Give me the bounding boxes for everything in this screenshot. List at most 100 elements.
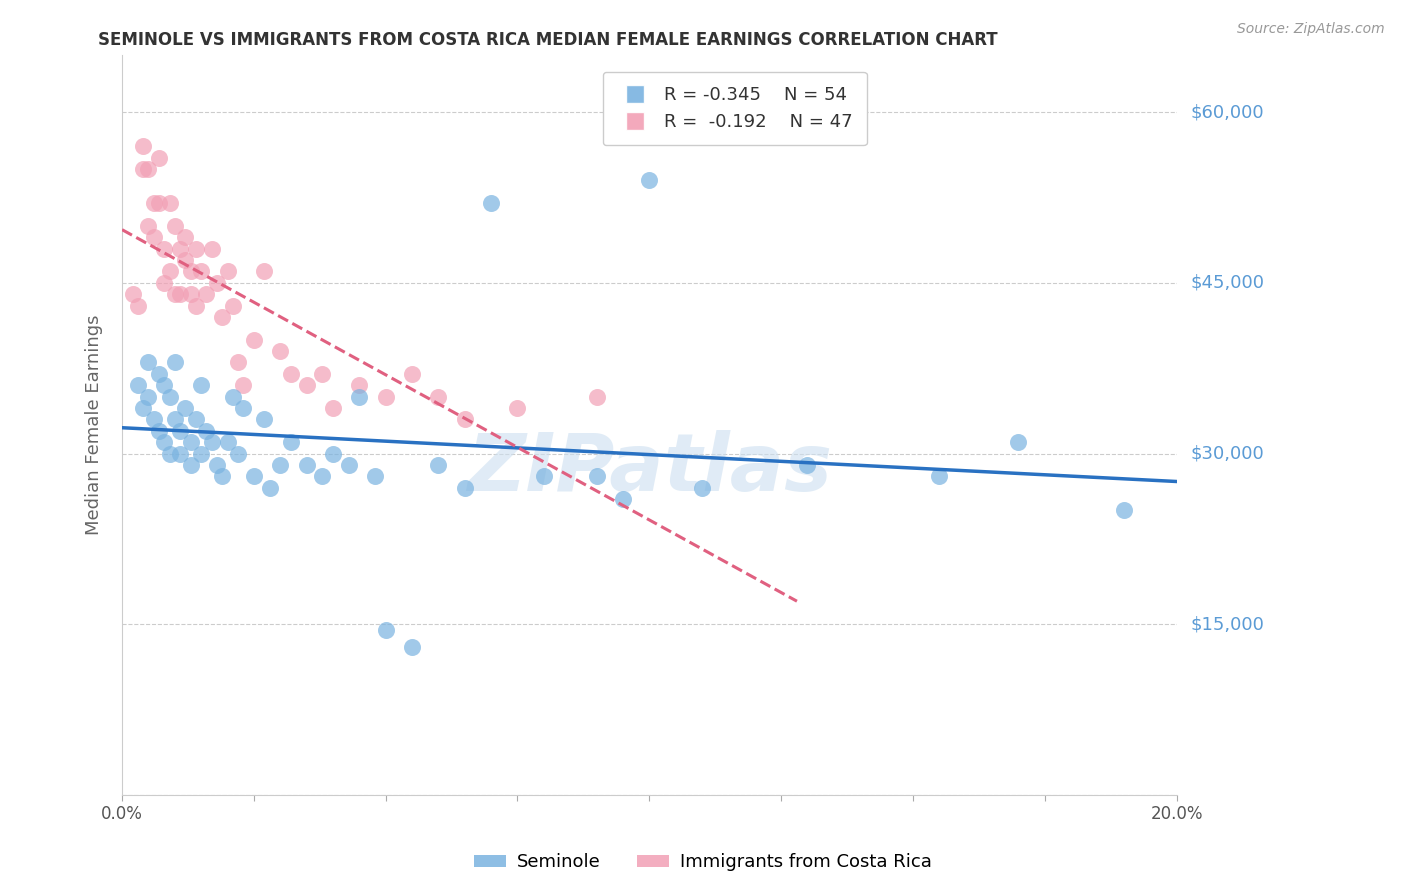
Point (169, 424, 191, 438)
Point (796, 458, 818, 472)
Point (401, 367, 423, 381)
Point (928, 469, 950, 483)
Point (132, 161, 155, 176)
Point (205, 458, 228, 472)
Point (121, 287, 143, 301)
Point (253, 412, 276, 426)
Point (138, 219, 160, 233)
Point (1007, 435, 1029, 450)
Point (159, 446, 181, 460)
Point (142, 412, 165, 426)
Point (217, 264, 239, 278)
Y-axis label: Median Female Earnings: Median Female Earnings (86, 315, 103, 535)
Point (364, 469, 387, 483)
Point (533, 469, 555, 483)
Point (322, 401, 344, 415)
Legend: Seminole, Immigrants from Costa Rica: Seminole, Immigrants from Costa Rica (467, 847, 939, 879)
Point (506, 401, 529, 415)
Point (638, 173, 661, 187)
Point (612, 492, 634, 507)
Point (163, 219, 186, 233)
Text: Source: ZipAtlas.com: Source: ZipAtlas.com (1237, 22, 1385, 37)
Point (159, 196, 181, 211)
Point (1112, 503, 1135, 517)
Point (349, 390, 371, 404)
Point (174, 253, 197, 268)
Point (127, 378, 149, 392)
Point (180, 287, 202, 301)
Point (190, 446, 212, 460)
Point (427, 390, 450, 404)
Point (211, 469, 233, 483)
Point (169, 242, 191, 256)
Point (585, 390, 607, 404)
Point (211, 310, 233, 324)
Point (337, 458, 360, 472)
Point (226, 355, 249, 369)
Text: $15,000: $15,000 (1191, 615, 1264, 633)
Legend: R = -0.345    N = 54, R =  -0.192    N = 47: R = -0.345 N = 54, R = -0.192 N = 47 (603, 71, 868, 145)
Point (142, 230, 165, 244)
Point (454, 412, 477, 426)
Point (190, 378, 212, 392)
Point (169, 287, 191, 301)
Point (269, 458, 291, 472)
Text: SEMINOLE VS IMMIGRANTS FROM COSTA RICA MEDIAN FEMALE EARNINGS CORRELATION CHART: SEMINOLE VS IMMIGRANTS FROM COSTA RICA M… (98, 31, 998, 49)
Point (217, 435, 239, 450)
Point (322, 446, 344, 460)
Point (349, 378, 371, 392)
Point (374, 623, 396, 637)
Point (374, 390, 396, 404)
Point (132, 401, 155, 415)
Point (153, 242, 176, 256)
Point (184, 299, 207, 313)
Point (253, 264, 276, 278)
Point (148, 151, 170, 165)
Point (163, 412, 186, 426)
Point (295, 378, 318, 392)
Point (142, 196, 165, 211)
Point (180, 435, 202, 450)
Point (454, 481, 477, 495)
Point (205, 276, 228, 290)
Text: ZIPatlas: ZIPatlas (467, 431, 832, 508)
Point (243, 469, 266, 483)
Point (148, 196, 170, 211)
Point (184, 412, 207, 426)
Point (295, 458, 318, 472)
Point (690, 481, 713, 495)
Point (269, 344, 291, 359)
Point (180, 458, 202, 472)
Point (174, 401, 197, 415)
Point (201, 435, 224, 450)
Point (259, 481, 281, 495)
Point (138, 161, 160, 176)
Point (195, 287, 218, 301)
Point (153, 276, 176, 290)
Point (159, 390, 181, 404)
Point (232, 401, 254, 415)
Point (169, 446, 191, 460)
Point (479, 196, 502, 211)
Point (163, 287, 186, 301)
Point (138, 355, 160, 369)
Text: $60,000: $60,000 (1191, 103, 1264, 121)
Point (138, 390, 160, 404)
Point (132, 139, 155, 153)
Point (427, 458, 450, 472)
Point (148, 367, 170, 381)
Point (153, 435, 176, 450)
Point (184, 242, 207, 256)
Point (585, 469, 607, 483)
Point (127, 299, 149, 313)
Point (243, 333, 266, 347)
Point (401, 640, 423, 654)
Point (222, 390, 245, 404)
Point (153, 378, 176, 392)
Point (280, 367, 302, 381)
Point (180, 264, 202, 278)
Point (195, 424, 218, 438)
Point (174, 230, 197, 244)
Point (190, 264, 212, 278)
Point (232, 378, 254, 392)
